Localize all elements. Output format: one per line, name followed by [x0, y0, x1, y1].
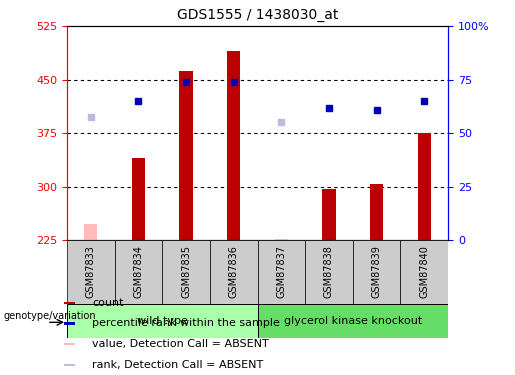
Bar	[274, 239, 288, 240]
Bar	[401, 240, 448, 304]
Text: glycerol kinase knockout: glycerol kinase knockout	[284, 316, 422, 326]
Bar	[64, 363, 75, 366]
Text: genotype/variation: genotype/variation	[3, 310, 96, 321]
Bar	[322, 189, 336, 240]
Bar	[64, 322, 75, 325]
Text: GSM87838: GSM87838	[324, 246, 334, 298]
Bar	[84, 224, 97, 240]
Text: GSM87834: GSM87834	[133, 246, 143, 298]
Bar	[418, 133, 431, 240]
Text: percentile rank within the sample: percentile rank within the sample	[92, 318, 280, 328]
Bar	[370, 184, 383, 240]
Bar	[64, 343, 75, 345]
Bar	[353, 240, 401, 304]
Bar	[162, 240, 210, 304]
Bar	[114, 240, 162, 304]
Bar	[210, 240, 258, 304]
Bar	[258, 304, 448, 338]
Title: GDS1555 / 1438030_at: GDS1555 / 1438030_at	[177, 9, 338, 22]
Text: wild type: wild type	[137, 316, 187, 326]
Bar	[132, 158, 145, 240]
Text: GSM87840: GSM87840	[419, 246, 429, 298]
Bar	[67, 304, 258, 338]
Bar	[258, 240, 305, 304]
Text: value, Detection Call = ABSENT: value, Detection Call = ABSENT	[92, 339, 269, 349]
Text: GSM87839: GSM87839	[372, 246, 382, 298]
Bar	[64, 302, 75, 304]
Bar	[227, 51, 241, 240]
Text: GSM87835: GSM87835	[181, 245, 191, 298]
Text: GSM87833: GSM87833	[86, 246, 96, 298]
Text: rank, Detection Call = ABSENT: rank, Detection Call = ABSENT	[92, 360, 263, 370]
Text: GSM87836: GSM87836	[229, 246, 238, 298]
Bar	[179, 71, 193, 240]
Text: GSM87837: GSM87837	[277, 245, 286, 298]
Text: count: count	[92, 298, 124, 308]
Bar	[305, 240, 353, 304]
Bar	[67, 240, 115, 304]
